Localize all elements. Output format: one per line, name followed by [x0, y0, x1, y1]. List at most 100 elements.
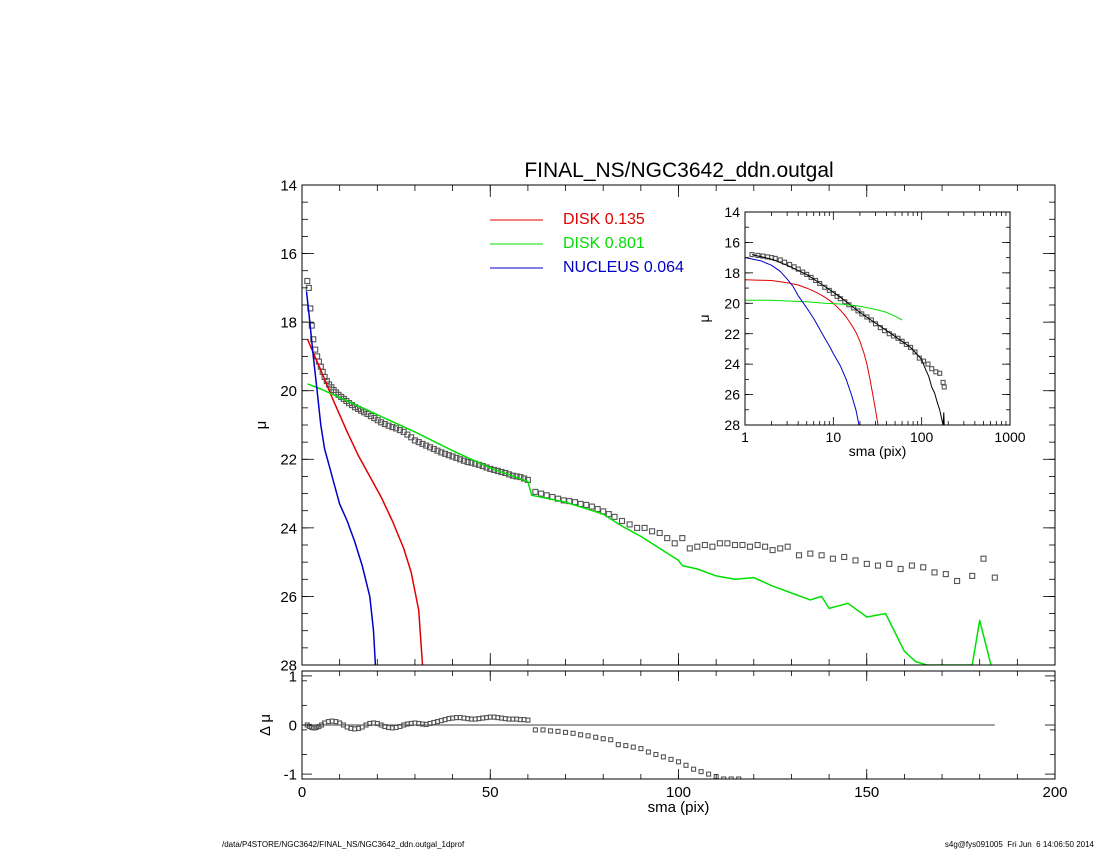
y-tick-label: 16: [280, 246, 297, 263]
disk-0-801-line-3: [745, 299, 903, 321]
data-point: [434, 447, 441, 454]
nucleus-0-064-line-3: [305, 291, 377, 665]
data-point: [600, 736, 606, 742]
series-line-1: [751, 254, 945, 425]
legend-label: NUCLEUS 0.064: [563, 259, 684, 276]
data-point: [498, 468, 505, 476]
x-tick-label: 10: [826, 429, 842, 445]
data-point: [608, 737, 614, 743]
data-point: [656, 529, 663, 537]
data-point: [623, 743, 629, 749]
y-tick-label: 20: [280, 383, 297, 400]
data-point: [570, 730, 576, 736]
data-point: [626, 521, 633, 528]
data-point: [396, 427, 403, 434]
data-point: [385, 422, 392, 429]
data-point: [445, 452, 452, 459]
data-point: [583, 501, 590, 508]
data-point: [872, 321, 879, 327]
data-point: [547, 728, 554, 734]
y-tick-label: 24: [724, 356, 740, 372]
data-point: [706, 771, 712, 777]
y-tick-label: 14: [280, 177, 297, 194]
data-point: [686, 545, 693, 552]
data-point: [841, 553, 848, 561]
data-point: [675, 759, 682, 765]
y-tick-label: 20: [724, 295, 740, 311]
data-point: [611, 513, 618, 520]
data-point: [954, 577, 961, 585]
data-point: [649, 528, 656, 535]
data-point: [754, 541, 761, 549]
data-point: [721, 776, 727, 779]
data-point: [807, 550, 814, 557]
y-tick-label: 26: [280, 589, 297, 606]
data-point: [645, 749, 651, 755]
data-point: [438, 449, 445, 456]
data-point: [731, 541, 739, 549]
data-point: [868, 317, 874, 323]
data-point: [419, 440, 426, 447]
data-point: [769, 547, 776, 554]
data-point: [937, 370, 943, 376]
data-point: [698, 769, 704, 775]
disk-0-801-line-2: [307, 383, 992, 665]
nucleus-0-064-line-4: [745, 257, 860, 425]
data-point: [925, 361, 931, 367]
data-point: [829, 555, 836, 562]
data-point: [423, 442, 430, 449]
data-point: [969, 572, 976, 579]
data-point: [310, 336, 317, 343]
data-point: [941, 384, 947, 390]
data-point: [671, 540, 678, 547]
data-point: [641, 524, 648, 531]
data-point: [538, 490, 545, 497]
data-point: [912, 349, 918, 355]
panel-background: [745, 212, 1010, 425]
data-point: [701, 541, 708, 549]
y-axis-label: Δ μ: [257, 714, 274, 736]
data-point: [660, 754, 666, 760]
y-tick-label: 1: [289, 668, 297, 685]
y-tick-label: 28: [724, 417, 740, 433]
y-tick-label: 18: [280, 315, 297, 332]
data-point: [852, 557, 859, 564]
x-tick-label: 200: [1042, 784, 1067, 801]
data-point: [903, 341, 909, 347]
data-point: [668, 756, 674, 762]
data-point: [308, 322, 315, 329]
plot-area: [302, 714, 995, 779]
data-point: [555, 728, 561, 734]
data-point: [691, 766, 697, 772]
data-point: [899, 338, 905, 344]
data-point: [736, 776, 742, 779]
x-tick-label: 1000: [994, 429, 1025, 445]
inset-log-plot: 1 10 100 1000 14 16 18 20 22 24 26 28 sma (pix) μ: [696, 204, 1026, 459]
data-point: [618, 517, 626, 525]
data-point: [615, 742, 621, 748]
y-axis-label: μ: [253, 421, 270, 430]
data-point: [728, 776, 734, 779]
data-point: [942, 571, 949, 578]
data-point: [638, 746, 644, 752]
data-point: [683, 762, 689, 768]
data-point: [653, 751, 659, 758]
data-point: [679, 535, 686, 542]
y-tick-label: 22: [280, 452, 297, 469]
data-point: [464, 458, 471, 466]
data-point: [630, 744, 636, 750]
data-point: [804, 271, 810, 277]
data-point: [762, 543, 769, 550]
data-point: [378, 419, 385, 426]
data-point: [578, 732, 584, 738]
data-point: [460, 457, 467, 464]
x-tick-label: 100: [666, 784, 691, 801]
data-point: [532, 488, 539, 495]
data-point: [908, 562, 915, 569]
chart-title: FINAL_NS/NGC3642_ddn.outgal: [524, 159, 833, 182]
plot-area: [304, 277, 998, 665]
data-point: [634, 524, 641, 531]
data-point: [991, 574, 998, 581]
data-point: [426, 444, 434, 451]
legend-label: DISK 0.801: [563, 235, 645, 252]
